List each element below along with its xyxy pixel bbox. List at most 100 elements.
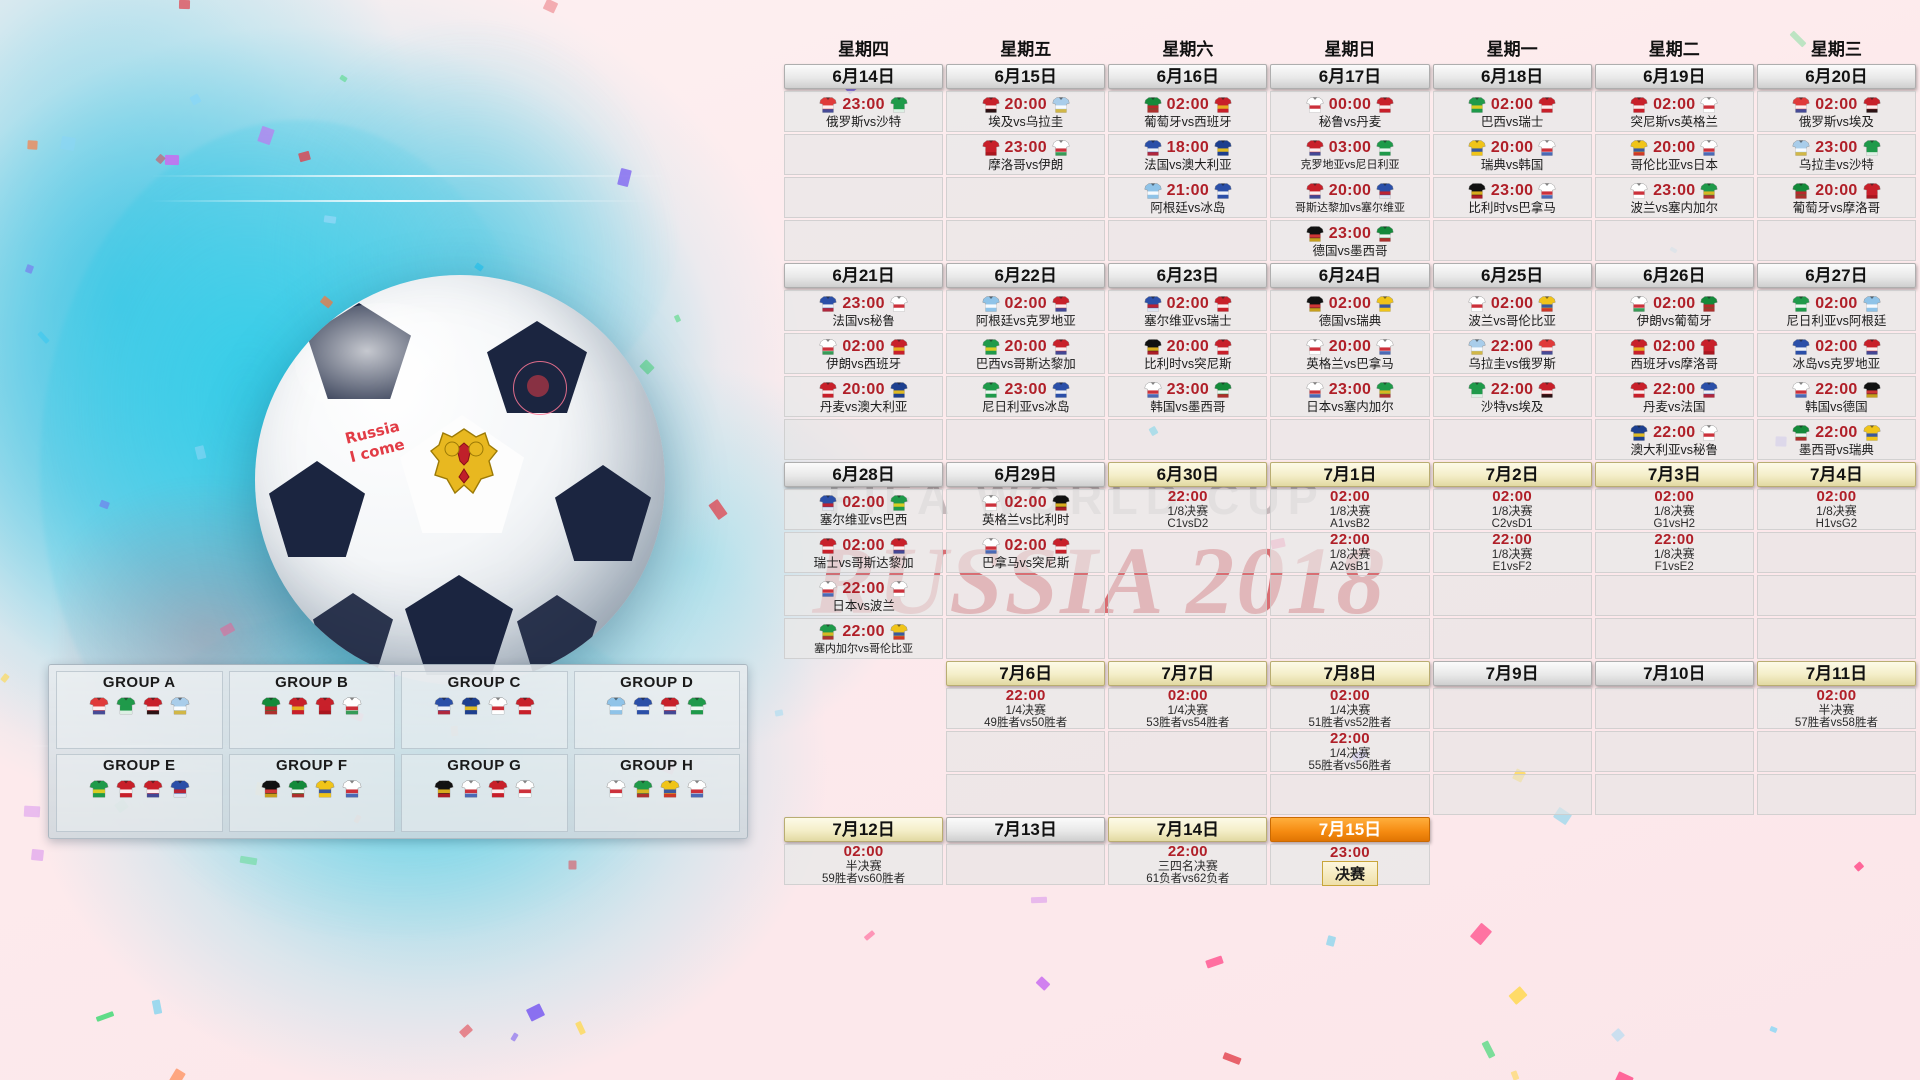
match-cell[interactable]: 23:00 尼日利亚vs冰岛 <box>946 376 1106 417</box>
date-header[interactable]: 6月18日 <box>1432 64 1592 89</box>
match-cell[interactable]: 23:00 法国vs秘鲁 <box>784 290 944 331</box>
match-cell[interactable]: 03:00 克罗地亚vs尼日利亚 <box>1270 134 1430 175</box>
match-cell[interactable]: 23:00 乌拉圭vs沙特 <box>1756 134 1916 175</box>
match-cell[interactable]: 23:00 德国vs墨西哥 <box>1270 220 1430 261</box>
knockout-match-cell[interactable]: 02:00 1/8决赛 A1vsB2 <box>1270 488 1430 530</box>
match-cell[interactable]: 20:00 比利时vs突尼斯 <box>1108 333 1268 374</box>
date-header[interactable]: 7月7日 <box>1108 661 1268 686</box>
match-cell[interactable]: 20:00 英格兰vs巴拿马 <box>1270 333 1430 374</box>
knockout-match-cell[interactable]: 22:00 1/4决赛 49胜者vs50胜者 <box>946 687 1106 729</box>
match-cell[interactable]: 02:00 伊朗vs西班牙 <box>784 333 944 374</box>
date-header[interactable]: 7月4日 <box>1756 462 1916 487</box>
knockout-match-cell[interactable]: 22:00 1/4决赛 55胜者vs56胜者 <box>1270 730 1430 772</box>
match-cell[interactable]: 23:00 日本vs塞内加尔 <box>1270 376 1430 417</box>
match-cell[interactable]: 21:00 阿根廷vs冰岛 <box>1108 177 1268 218</box>
date-header[interactable]: 7月12日 <box>784 817 944 842</box>
date-header[interactable]: 7月15日 <box>1270 817 1430 842</box>
group-card-a[interactable]: GROUP A <box>56 671 223 749</box>
knockout-match-cell[interactable]: 22:00 1/8决赛 F1vsE2 <box>1594 531 1754 573</box>
date-header[interactable]: 7月8日 <box>1270 661 1430 686</box>
match-cell[interactable]: 02:00 伊朗vs葡萄牙 <box>1594 290 1754 331</box>
knockout-match-cell[interactable]: 22:00 1/8决赛 E1vsF2 <box>1432 531 1592 573</box>
date-header[interactable]: 6月15日 <box>946 64 1106 89</box>
match-cell[interactable]: 02:00 塞尔维亚vs瑞士 <box>1108 290 1268 331</box>
date-header[interactable]: 6月27日 <box>1756 263 1916 288</box>
match-cell[interactable]: 20:00 埃及vs乌拉圭 <box>946 91 1106 132</box>
match-cell[interactable]: 02:00 德国vs瑞典 <box>1270 290 1430 331</box>
knockout-match-cell[interactable]: 02:00 半决赛 59胜者vs60胜者 <box>784 843 944 885</box>
date-header[interactable]: 6月22日 <box>946 263 1106 288</box>
date-header[interactable]: 6月26日 <box>1594 263 1754 288</box>
date-header[interactable]: 6月24日 <box>1270 263 1430 288</box>
match-cell[interactable]: 02:00 阿根廷vs克罗地亚 <box>946 290 1106 331</box>
date-header[interactable]: 6月20日 <box>1756 64 1916 89</box>
match-cell[interactable]: 02:00 巴西vs瑞士 <box>1432 91 1592 132</box>
date-header[interactable]: 7月10日 <box>1594 661 1754 686</box>
group-card-c[interactable]: GROUP C <box>401 671 568 749</box>
date-header[interactable]: 6月21日 <box>784 263 944 288</box>
match-cell[interactable]: 02:00 巴拿马vs突尼斯 <box>946 532 1106 573</box>
match-cell[interactable]: 22:00 丹麦vs法国 <box>1594 376 1754 417</box>
group-card-e[interactable]: GROUP E <box>56 753 223 832</box>
match-cell[interactable]: 20:00 巴西vs哥斯达黎加 <box>946 333 1106 374</box>
knockout-match-cell[interactable]: 22:00 三四名决赛 61负者vs62负者 <box>1108 843 1268 885</box>
match-cell[interactable]: 23:00 俄罗斯vs沙特 <box>784 91 944 132</box>
match-cell[interactable]: 22:00 塞内加尔vs哥伦比亚 <box>784 618 944 659</box>
date-header[interactable]: 7月9日 <box>1432 661 1592 686</box>
date-header[interactable]: 6月29日 <box>946 462 1106 487</box>
group-card-g[interactable]: GROUP G <box>401 753 568 832</box>
knockout-match-cell[interactable]: 02:00 1/8决赛 G1vsH2 <box>1594 488 1754 530</box>
match-cell[interactable]: 20:00 瑞典vs韩国 <box>1432 134 1592 175</box>
match-cell[interactable]: 22:00 韩国vs德国 <box>1756 376 1916 417</box>
date-header[interactable]: 6月30日 <box>1108 462 1268 487</box>
knockout-match-cell[interactable]: 23:00 决赛 <box>1270 844 1430 886</box>
match-cell[interactable]: 02:00 冰岛vs克罗地亚 <box>1756 333 1916 374</box>
knockout-match-cell[interactable]: 02:00 1/4决赛 53胜者vs54胜者 <box>1108 687 1268 729</box>
match-cell[interactable]: 22:00 日本vs波兰 <box>784 575 944 616</box>
date-header[interactable]: 6月28日 <box>784 462 944 487</box>
date-header[interactable]: 7月6日 <box>946 661 1106 686</box>
date-header[interactable]: 6月23日 <box>1108 263 1268 288</box>
date-header[interactable]: 6月17日 <box>1270 64 1430 89</box>
match-cell[interactable]: 20:00 丹麦vs澳大利亚 <box>784 376 944 417</box>
match-cell[interactable]: 02:00 波兰vs哥伦比亚 <box>1432 290 1592 331</box>
group-card-f[interactable]: GROUP F <box>228 753 395 832</box>
match-cell[interactable]: 02:00 塞尔维亚vs巴西 <box>784 489 944 530</box>
date-header[interactable]: 7月13日 <box>946 817 1106 842</box>
group-card-h[interactable]: GROUP H <box>573 753 740 832</box>
match-cell[interactable]: 22:00 墨西哥vs瑞典 <box>1756 419 1916 460</box>
date-header[interactable]: 6月19日 <box>1594 64 1754 89</box>
match-cell[interactable]: 02:00 俄罗斯vs埃及 <box>1756 91 1916 132</box>
match-cell[interactable]: 02:00 葡萄牙vs西班牙 <box>1108 91 1268 132</box>
match-cell[interactable]: 23:00 比利时vs巴拿马 <box>1432 177 1592 218</box>
knockout-match-cell[interactable]: 22:00 1/8决赛 A2vsB1 <box>1270 531 1430 573</box>
date-header[interactable]: 7月11日 <box>1756 661 1916 686</box>
date-header[interactable]: 6月14日 <box>784 64 944 89</box>
knockout-match-cell[interactable]: 02:00 1/8决赛 C2vsD1 <box>1432 488 1592 530</box>
date-header[interactable]: 6月25日 <box>1432 263 1592 288</box>
knockout-match-cell[interactable]: 02:00 1/4决赛 51胜者vs52胜者 <box>1270 687 1430 729</box>
knockout-match-cell[interactable]: 22:00 1/8决赛 C1vsD2 <box>1108 488 1268 530</box>
match-cell[interactable]: 22:00 乌拉圭vs俄罗斯 <box>1432 333 1592 374</box>
match-cell[interactable]: 02:00 突尼斯vs英格兰 <box>1594 91 1754 132</box>
match-cell[interactable]: 20:00 哥伦比亚vs日本 <box>1594 134 1754 175</box>
date-header[interactable]: 6月16日 <box>1108 64 1268 89</box>
date-header[interactable]: 7月2日 <box>1432 462 1592 487</box>
group-card-d[interactable]: GROUP D <box>573 671 740 749</box>
knockout-match-cell[interactable]: 02:00 1/8决赛 H1vsG2 <box>1756 488 1916 530</box>
knockout-match-cell[interactable]: 02:00 半决赛 57胜者vs58胜者 <box>1756 687 1916 729</box>
match-cell[interactable]: 00:00 秘鲁vs丹麦 <box>1270 91 1430 132</box>
match-cell[interactable]: 20:00 葡萄牙vs摩洛哥 <box>1756 177 1916 218</box>
match-cell[interactable]: 22:00 澳大利亚vs秘鲁 <box>1594 419 1754 460</box>
match-cell[interactable]: 23:00 韩国vs墨西哥 <box>1108 376 1268 417</box>
match-cell[interactable]: 20:00 哥斯达黎加vs塞尔维亚 <box>1270 177 1430 218</box>
match-cell[interactable]: 22:00 沙特vs埃及 <box>1432 376 1592 417</box>
date-header[interactable]: 7月3日 <box>1594 462 1754 487</box>
match-cell[interactable]: 23:00 摩洛哥vs伊朗 <box>946 134 1106 175</box>
match-cell[interactable]: 02:00 英格兰vs比利时 <box>946 489 1106 530</box>
group-card-b[interactable]: GROUP B <box>228 671 395 749</box>
match-cell[interactable]: 18:00 法国vs澳大利亚 <box>1108 134 1268 175</box>
match-cell[interactable]: 02:00 瑞士vs哥斯达黎加 <box>784 532 944 573</box>
date-header[interactable]: 7月1日 <box>1270 462 1430 487</box>
match-cell[interactable]: 02:00 尼日利亚vs阿根廷 <box>1756 290 1916 331</box>
